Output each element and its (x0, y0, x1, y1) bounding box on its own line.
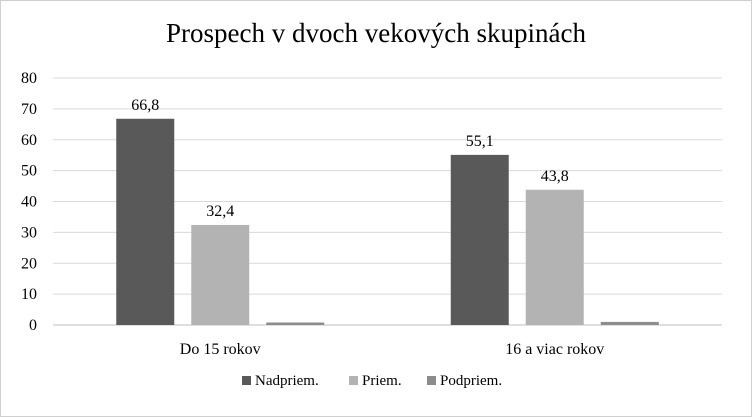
legend-swatch (242, 376, 251, 385)
x-category-label: Do 15 rokov (180, 341, 261, 358)
y-tick-label: 10 (21, 286, 37, 303)
data-label: 55,1 (466, 133, 494, 150)
data-label: 43,8 (541, 168, 569, 185)
data-label: 66,8 (131, 97, 159, 114)
bar-podpriem-1 (600, 321, 659, 325)
x-category-label: 16 a viac rokov (505, 341, 604, 358)
y-tick-label: 80 (21, 70, 37, 87)
legend-label: Nadpriem. (255, 373, 319, 389)
y-tick-label: 70 (21, 101, 37, 118)
y-tick-label: 30 (21, 224, 37, 241)
legend-label: Priem. (362, 373, 402, 389)
legend-swatch (427, 376, 436, 385)
bar-nadpriem-0 (116, 118, 175, 325)
bar-priem-1 (525, 189, 584, 325)
y-tick-label: 60 (21, 132, 37, 149)
bar-priem-0 (191, 224, 250, 325)
legend-label: Podpriem. (440, 373, 502, 389)
chart-title: Prospech v dvoch vekových skupinách (166, 18, 586, 48)
bar-podpriem-0 (266, 322, 325, 325)
y-tick-label: 50 (21, 163, 37, 180)
bar-nadpriem-1 (450, 154, 509, 325)
data-label: 32,4 (206, 203, 234, 220)
legend-swatch (349, 376, 358, 385)
y-tick-label: 0 (29, 317, 37, 334)
y-tick-label: 40 (21, 194, 37, 211)
y-tick-label: 20 (21, 255, 37, 272)
